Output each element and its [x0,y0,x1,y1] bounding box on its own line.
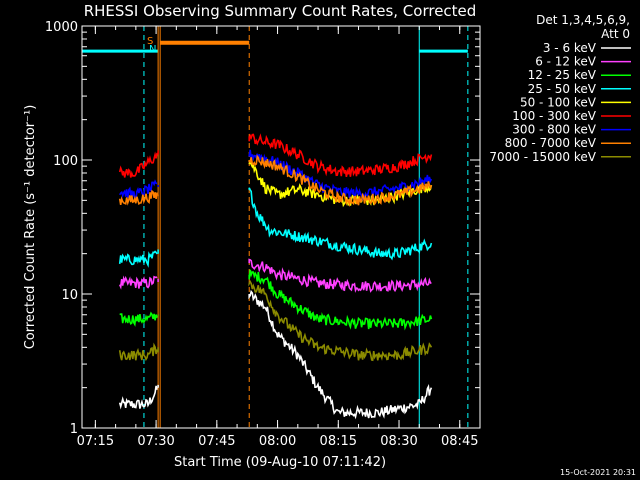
legend-entry-label-6: 100 - 300 keV [512,109,596,123]
plot-frame [81,25,481,429]
series-line-6 [118,133,433,178]
legend-entry-label-3: 12 - 25 keV [528,68,597,82]
series-line-3 [119,269,433,331]
legend-title-line-2: Att 0 [601,27,630,41]
footer-date: 15-Oct-2021 20:31 [560,468,636,477]
series-line-9 [118,280,433,362]
x-tick-label-3: 07:45 [198,434,235,449]
y-tick-label-4: 1000 [45,20,78,35]
y-tick-label-1: 1 [70,422,78,437]
legend-entry-label-2: 6 - 12 keV [535,55,597,69]
night-flag-label: N [149,44,156,55]
x-tick-label-4: 08:00 [259,434,296,449]
data-layer: SN [82,26,469,428]
legend-entry-label-8: 800 - 7000 keV [505,136,597,150]
axis-layer: 07:15 07:30 07:45 08:00 08:15 08:30 08:45 1 10 10… [45,20,480,449]
legend-entry-label-4: 25 - 50 keV [528,82,597,96]
legend-entry-label-9: 7000 - 15000 keV [489,150,596,164]
x-tick-label-1: 07:15 [77,434,114,449]
y-tick-label-2: 10 [61,288,78,303]
chart-title: RHESSI Observing Summary Count Rates, Co… [84,2,477,20]
legend-entry-label-1: 3 - 6 keV [543,41,597,55]
legend-title-line-1: Det 1,3,4,5,6,9, [536,13,630,27]
x-tick-label-6: 08:30 [380,434,417,449]
legend-entry-label-5: 50 - 100 keV [520,95,597,109]
series-line-4 [118,187,433,268]
x-axis-label: Start Time (09-Aug-10 07:11:42) [174,455,386,470]
x-tick-label-2: 07:30 [137,434,174,449]
y-axis-label: Corrected Count Rate (s⁻¹ detector⁻¹) [23,105,38,350]
y-tick-label-3: 100 [53,154,78,169]
series-line-8 [118,154,433,208]
x-tick-label-7: 08:45 [441,434,478,449]
series-line-1 [118,289,433,420]
series-line-2 [118,258,432,293]
saa-flag-label: S [147,36,153,47]
legend-entry-label-7: 300 - 800 keV [512,123,596,137]
x-tick-label-5: 08:15 [320,434,357,449]
